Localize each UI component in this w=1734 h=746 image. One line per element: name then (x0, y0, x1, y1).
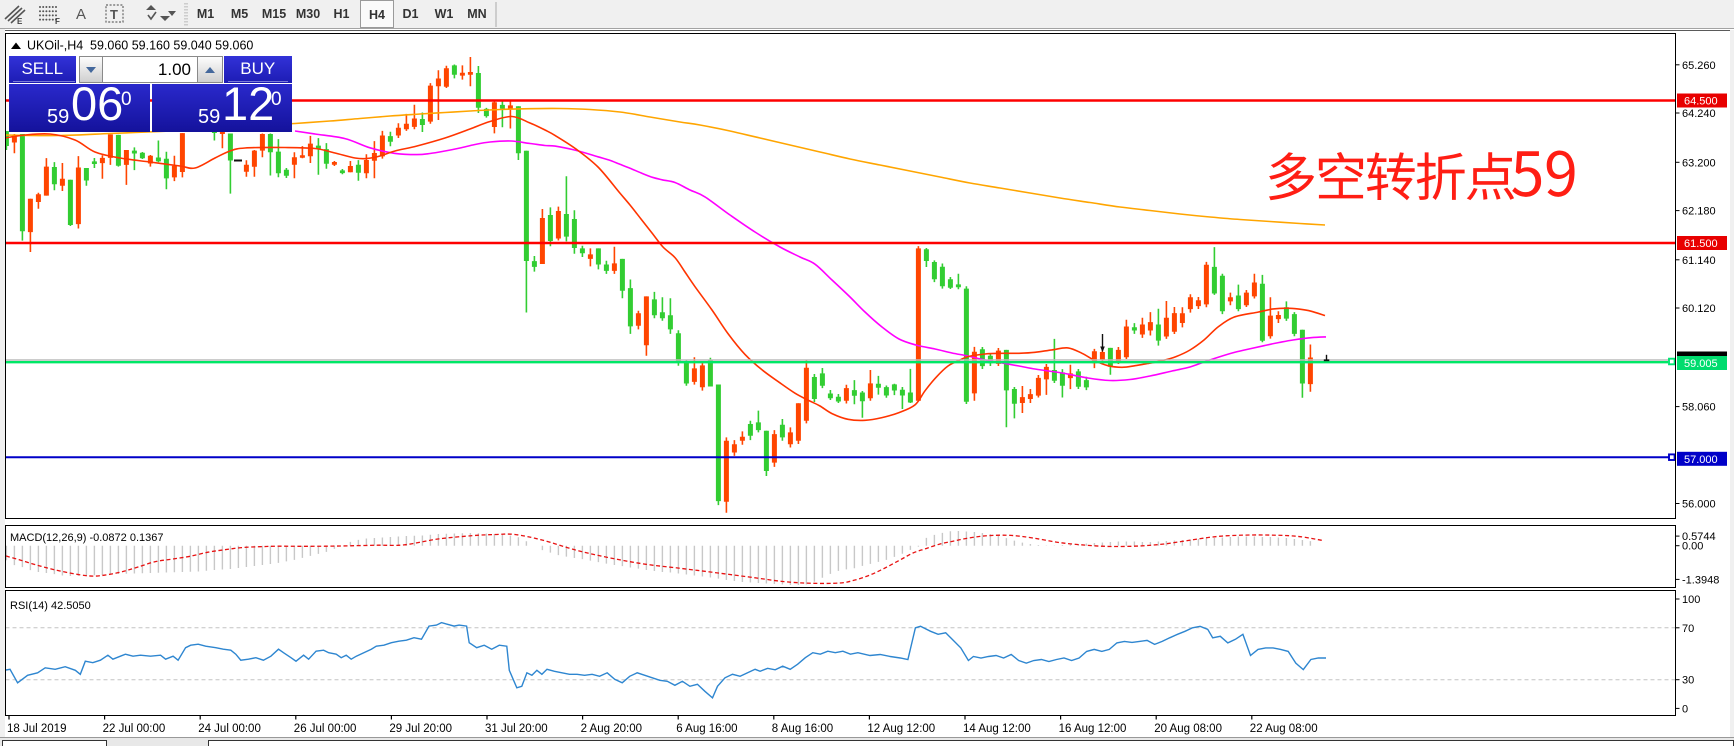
svg-text:62.180: 62.180 (1682, 206, 1716, 218)
svg-text:61.500: 61.500 (1684, 238, 1718, 250)
svg-text:0: 0 (1682, 703, 1688, 715)
svg-text:31 Jul 20:00: 31 Jul 20:00 (485, 723, 548, 735)
svg-text:29 Jul 20:00: 29 Jul 20:00 (389, 723, 452, 735)
svg-text:65.260: 65.260 (1682, 60, 1716, 72)
svg-text:-1.3948: -1.3948 (1682, 574, 1719, 586)
svg-text:F: F (55, 17, 60, 26)
svg-text:56.000: 56.000 (1682, 499, 1716, 511)
svg-text:24 Jul 00:00: 24 Jul 00:00 (198, 723, 261, 735)
svg-text:RSI(14) 42.5050: RSI(14) 42.5050 (10, 600, 91, 612)
svg-text:T: T (110, 7, 118, 22)
svg-text:63.200: 63.200 (1682, 157, 1716, 169)
svg-text:UKOil-,H4: UKOil-,H4 (27, 39, 83, 53)
svg-text:6 Aug 16:00: 6 Aug 16:00 (676, 723, 737, 735)
svg-text:70: 70 (1682, 623, 1694, 635)
svg-text:100: 100 (1682, 594, 1700, 606)
svg-text:12 Aug 12:00: 12 Aug 12:00 (867, 723, 935, 735)
svg-text:59.060 59.160 59.040 59.060: 59.060 59.160 59.040 59.060 (90, 39, 253, 53)
svg-text:22 Jul 00:00: 22 Jul 00:00 (103, 723, 166, 735)
svg-text:58.060: 58.060 (1682, 402, 1716, 414)
svg-text:57.000: 57.000 (1684, 454, 1718, 466)
svg-text:16 Aug 12:00: 16 Aug 12:00 (1059, 723, 1127, 735)
svg-text:A: A (76, 6, 86, 23)
svg-text:MACD(12,26,9) -0.0872 0.1367: MACD(12,26,9) -0.0872 0.1367 (10, 532, 163, 544)
svg-text:64.240: 64.240 (1682, 108, 1716, 120)
svg-text:2 Aug 20:00: 2 Aug 20:00 (581, 723, 642, 735)
svg-text:60.120: 60.120 (1682, 303, 1716, 315)
svg-text:64.500: 64.500 (1684, 96, 1718, 108)
svg-text:20 Aug 08:00: 20 Aug 08:00 (1154, 723, 1222, 735)
svg-text:26 Jul 00:00: 26 Jul 00:00 (294, 723, 357, 735)
svg-text:8 Aug 16:00: 8 Aug 16:00 (772, 723, 833, 735)
svg-text:0.5744: 0.5744 (1682, 531, 1716, 543)
svg-text:E: E (17, 17, 23, 26)
svg-text:0.00: 0.00 (1682, 541, 1703, 553)
svg-text:59.005: 59.005 (1684, 358, 1718, 370)
svg-text:14 Aug 12:00: 14 Aug 12:00 (963, 723, 1031, 735)
svg-text:18 Jul 2019: 18 Jul 2019 (7, 723, 66, 735)
svg-text:22 Aug 08:00: 22 Aug 08:00 (1250, 723, 1318, 735)
svg-text:30: 30 (1682, 675, 1694, 687)
svg-text:61.140: 61.140 (1682, 255, 1716, 267)
